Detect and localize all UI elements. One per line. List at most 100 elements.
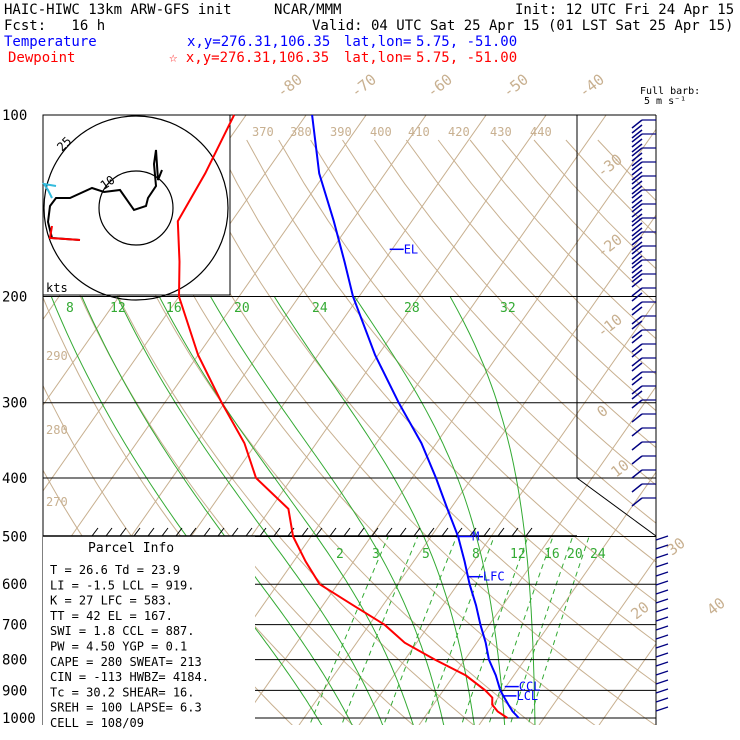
parcel-info-row: K = 27 LFC = 583. [50,594,173,608]
mixing-ratio-label: 16 [544,547,560,562]
isotherm [538,557,656,725]
wind-barb [631,180,643,190]
theta-label: 420 [448,125,470,139]
isotherm-label: 20 [627,598,652,623]
wind-barb [631,292,643,302]
wind-barb [631,236,643,246]
hodograph-trace [46,149,163,241]
wind-barb [631,250,643,260]
dry-adiabat [310,139,656,524]
wind-barb [631,385,643,395]
freezing-level-hatch [385,527,393,537]
wind-barb [655,625,669,631]
mixing-ratio-line [527,536,590,725]
mixing-ratio-label: 8 [472,547,480,562]
parcel-info-row: CIN = -113 HWBZ= 4184. [50,670,209,684]
wind-barb [631,241,643,251]
mixing-ratio-label: 24 [312,301,328,316]
wind-barb [631,157,643,167]
freezing-level-hatch [259,527,267,537]
wind-barb [631,320,643,330]
theta-label: 280 [46,423,68,437]
wind-barb [655,580,669,586]
freezing-level-hatch [175,527,183,537]
freezing-level-hatch [119,527,127,537]
wind-barb [631,194,643,204]
wind-barb [631,152,643,162]
wind-barb [631,469,643,479]
mixing-ratio-line [341,536,419,725]
moist-adiabat [158,296,414,725]
parcel-info-row: Tc = 30.2 SHEAR= 16. [50,685,195,699]
wind-barb [631,348,643,358]
freezing-level-hatch [231,527,239,537]
hodograph-ring-inner [98,170,174,246]
freezing-level-hatch [525,527,533,537]
wind-barb [631,334,643,344]
wind-barb [631,189,643,199]
freezing-level-hatch [511,527,519,537]
theta-label: 270 [46,495,68,509]
wind-barb [655,688,669,694]
isotherm [0,102,16,731]
wind-barb [631,143,643,153]
wind-barb [631,231,643,241]
wind-barb [631,306,643,316]
forecast-hour: Fcst: 16 h [4,18,106,34]
dry-adiabat [214,139,656,643]
parcel-info-row: SWI = 1.8 CCL = 887. [50,624,195,638]
theta-label: 440 [530,125,552,139]
valid-time: Valid: 04 UTC Sat 25 Apr 15 (01 LST Sat … [312,18,734,34]
legend-dewpoint: Dewpoint [8,50,76,66]
isotherm-label: -30 [593,150,625,181]
theta-label: 290 [46,349,68,363]
mixing-ratio-label: 12 [510,547,526,562]
legend-temperature: Temperature [4,34,97,50]
frame-diagonal [576,477,657,537]
parcel-info-row: CAPE = 280 SWEAT= 213 [50,655,202,669]
parcel-info-box: Parcel Info T = 26.6 Td = 23.9LI = -1.5 L… [43,527,577,730]
mixing-ratio-label: 28 [404,301,420,316]
parcel-info-row: TT = 42 EL = 167. [50,609,173,623]
freezing-level-hatch [371,527,379,537]
wind-barb [631,399,643,409]
hodograph-ring-outer [43,115,229,301]
dry-adiabat [501,139,656,305]
isotherm [43,115,367,578]
dry-adiabat [118,139,596,725]
temperature-trace [311,114,520,719]
mixing-ratio-label: 2 [336,547,344,562]
sounding-traces [176,114,520,719]
wind-barb [631,455,643,465]
freezing-level-hatch [301,527,309,537]
dry-adiabat [405,139,656,412]
wind-barb [655,598,669,604]
wind-barb [655,679,669,685]
wind-barb [655,535,669,541]
wind-barb [655,553,669,559]
hodograph-units: kts [46,281,68,295]
wind-barb [631,161,643,171]
wind-barb [655,697,669,703]
dry-adiabat [373,139,656,449]
dewpoint-trace [176,114,508,719]
mixing-ratio-label: 5 [422,547,430,562]
wind-barb [631,343,643,353]
theta-label: 400 [370,125,392,139]
mixing-ratio-line [383,536,458,725]
isotherm-label: -10 [593,310,625,341]
isotherm-label: -50 [499,70,531,101]
pressure-tick-label: 400 [2,471,27,487]
isotherm [43,115,307,492]
mixing-ratio-label: 24 [590,547,606,562]
freezing-level-hatch [245,527,253,537]
pressure-tick-label: 100 [2,108,27,124]
legend-temperature-latlon-label: lat,lon= [344,34,412,50]
freezing-level-hatch [469,527,477,537]
wind-barb [631,217,643,227]
dry-adiabat [182,139,656,685]
isotherm-label: -40 [575,70,607,101]
isotherm-label: -70 [347,70,379,101]
pressure-tick-label: 200 [2,290,27,306]
